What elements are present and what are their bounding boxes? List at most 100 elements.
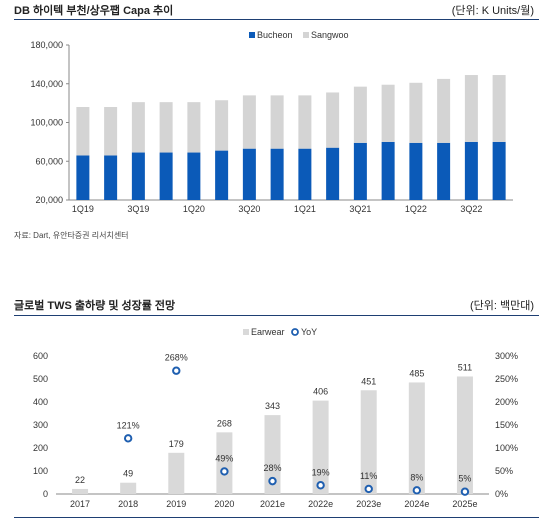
chart1-bar-sangwoo: [464, 75, 478, 142]
chart2-y2-tick-label: 50%: [495, 466, 513, 476]
chart2-bar-label: 511: [458, 362, 472, 372]
chart1-bar-bucheon: [242, 148, 256, 200]
chart1-bar-bucheon: [159, 152, 173, 200]
chart2-bar-label: 22: [75, 475, 85, 485]
chart1-legend-sangwoo-swatch: [303, 32, 309, 38]
chart2-y2-tick-label: 0%: [495, 489, 508, 499]
chart2-yoy-marker: [316, 481, 325, 490]
chart1-x-tick-label: 1Q20: [183, 204, 205, 214]
chart2-x-tick-label: 2022e: [308, 499, 333, 509]
chart2-x-tick-label: 2023e: [356, 499, 381, 509]
chart1-y-tick-label: 60,000: [35, 156, 63, 166]
chart1-bar-bucheon: [298, 148, 312, 200]
chart2-x-tick-label: 2018: [118, 499, 138, 509]
chart1-x-tick-label: 3Q22: [460, 204, 482, 214]
chart1-x-tick-label: 1Q22: [405, 204, 427, 214]
chart2-y2-tick-label: 250%: [495, 374, 518, 384]
chart2-x-tick-label: 2024e: [404, 499, 429, 509]
chart1-bar-sangwoo: [159, 102, 173, 153]
chart1-bar-bucheon: [381, 141, 395, 200]
chart1-bar-bucheon: [326, 147, 340, 200]
chart2-bar-label: 268: [217, 418, 232, 428]
chart2-y-tick-label: 0: [43, 489, 48, 499]
chart2-header: 글로벌 TWS 출하량 및 성장률 전망 (단위: 백만대): [0, 295, 543, 313]
chart2-bar-label: 406: [313, 387, 328, 397]
chart2-yoy-label: 5%: [458, 474, 471, 484]
chart2-y-tick-label: 100: [33, 466, 48, 476]
chart2-x-tick-label: 2020: [214, 499, 234, 509]
chart1-bar-bucheon: [353, 142, 367, 200]
chart2-yoy-marker: [364, 484, 373, 494]
chart1-header: DB 하이텍 부천/상우팹 Capa 추이 (단위: K Units/월): [0, 0, 543, 18]
chart1-legend-bucheon-label: Bucheon: [257, 30, 293, 40]
chart1-bar-sangwoo: [104, 107, 118, 156]
chart2-unit: (단위: 백만대): [469, 300, 534, 312]
chart1-bar-bucheon: [131, 152, 145, 200]
chart2-bar-earwear: [408, 382, 425, 494]
chart2-bar-earwear: [264, 415, 281, 494]
chart2-bar-label: 49: [123, 469, 133, 479]
chart1-bar-sangwoo: [492, 75, 506, 142]
chart2-yoy-label: 268%: [165, 353, 188, 363]
chart2-y2-tick-label: 300%: [495, 351, 518, 361]
chart2-y2-tick-label: 150%: [495, 420, 518, 430]
chart2-bar-earwear: [168, 452, 185, 494]
chart1-bar-bucheon: [104, 155, 118, 200]
chart2-x-tick-label: 2025e: [452, 499, 477, 509]
chart1-y-tick-label: 180,000: [30, 40, 63, 50]
chart2-legend-yoy-label: YoY: [301, 327, 317, 337]
chart1-legend-sangwoo-label: Sangwoo: [311, 30, 349, 40]
chart1-x-tick-label: 3Q21: [349, 204, 371, 214]
chart2-bar-earwear: [312, 400, 329, 494]
chart2-bar-earwear: [120, 482, 137, 494]
chart2-y-tick-label: 200: [33, 443, 48, 453]
chart2-yoy-label: 11%: [360, 471, 377, 481]
chart2-yoy-marker: [123, 434, 133, 443]
chart2-bar-earwear: [72, 488, 89, 494]
chart2-yoy-marker: [268, 476, 277, 486]
chart1-legend-bucheon-swatch: [249, 32, 255, 38]
chart2-bar-earwear: [360, 390, 377, 494]
chart2-y-tick-label: 600: [33, 351, 48, 361]
chart2-y2-tick-label: 200%: [495, 397, 518, 407]
chart2-bar-label: 343: [265, 401, 280, 411]
chart1-unit: (단위: K Units/월): [451, 5, 534, 17]
chart1-bar-bucheon: [76, 155, 90, 200]
chart2-yoy-marker: [220, 467, 229, 476]
chart1-bar-bucheon: [215, 150, 229, 200]
chart2-yoy-label: 121%: [117, 420, 140, 430]
chart2-bar-label: 451: [361, 376, 376, 386]
chart1-bar-bucheon: [492, 141, 506, 200]
chart2-yoy-label: 8%: [410, 472, 423, 482]
chart1-title-rule: [14, 19, 539, 20]
chart2-bar-label: 179: [169, 439, 184, 449]
chart2-yoy-label: 19%: [312, 467, 330, 477]
chart1-bar-bucheon: [187, 152, 201, 200]
chart1-bar-bucheon: [437, 142, 451, 200]
chart2-y-tick-label: 500: [33, 374, 48, 384]
chart2-bar-label: 485: [409, 368, 424, 378]
chart2-y-tick-label: 300: [33, 420, 48, 430]
chart2-x-tick-label: 2019: [166, 499, 186, 509]
chart2-bottom-rule: [14, 517, 539, 518]
chart2-title: 글로벌 TWS 출하량 및 성장률 전망: [14, 300, 176, 312]
chart1-bar-sangwoo: [76, 107, 90, 156]
chart1-x-tick-label: 3Q19: [127, 204, 149, 214]
chart2-legend-earwear-swatch: [243, 329, 249, 335]
chart2-yoy-marker: [460, 487, 470, 496]
chart2-title-rule: [14, 315, 539, 316]
chart2-legend-yoy-marker: [291, 328, 299, 336]
chart2-x-tick-label: 2021e: [260, 499, 285, 509]
chart1-bar-bucheon: [270, 148, 284, 200]
chart1-y-tick-label: 100,000: [30, 118, 63, 128]
chart1-bar-sangwoo: [187, 102, 201, 153]
chart1-y-tick-label: 20,000: [35, 195, 63, 205]
chart1-x-tick-label: 3Q20: [238, 204, 260, 214]
chart2-legend-earwear-label: Earwear: [251, 327, 285, 337]
chart1-bar-sangwoo: [381, 84, 395, 142]
chart1-bar-sangwoo: [326, 92, 340, 148]
chart1-bar-bucheon: [464, 141, 478, 200]
chart2-bar-earwear: [456, 376, 473, 494]
chart2-y-tick-label: 400: [33, 397, 48, 407]
